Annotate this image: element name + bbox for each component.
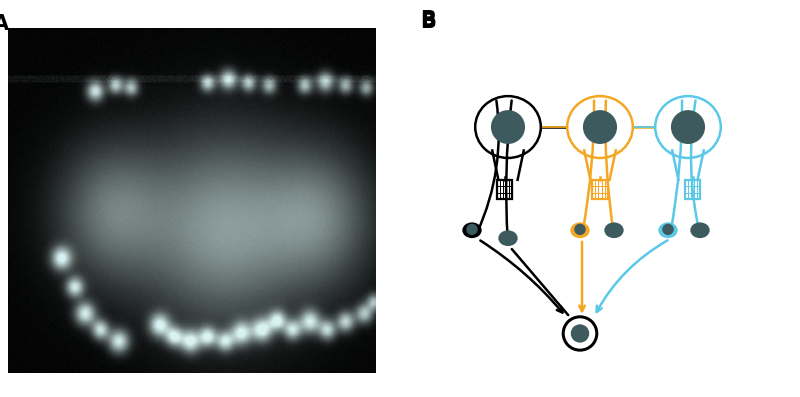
- Ellipse shape: [462, 222, 482, 238]
- Circle shape: [563, 317, 597, 350]
- Ellipse shape: [604, 222, 624, 238]
- Circle shape: [694, 224, 706, 235]
- Circle shape: [466, 224, 478, 235]
- Bar: [498, 180, 512, 199]
- Ellipse shape: [498, 230, 518, 246]
- Circle shape: [608, 224, 620, 235]
- Text: B: B: [420, 12, 436, 32]
- Text: A: A: [0, 14, 10, 34]
- Circle shape: [570, 324, 590, 343]
- Circle shape: [583, 110, 617, 144]
- Ellipse shape: [655, 96, 721, 158]
- Circle shape: [671, 110, 705, 144]
- Circle shape: [491, 110, 525, 144]
- Circle shape: [574, 224, 586, 235]
- Ellipse shape: [658, 222, 678, 238]
- Ellipse shape: [567, 96, 633, 158]
- Bar: [592, 180, 608, 199]
- Ellipse shape: [570, 222, 590, 238]
- Bar: [685, 180, 701, 199]
- Ellipse shape: [475, 96, 541, 158]
- Circle shape: [662, 224, 674, 235]
- Text: B: B: [420, 10, 436, 30]
- Circle shape: [502, 231, 514, 243]
- Ellipse shape: [690, 222, 710, 238]
